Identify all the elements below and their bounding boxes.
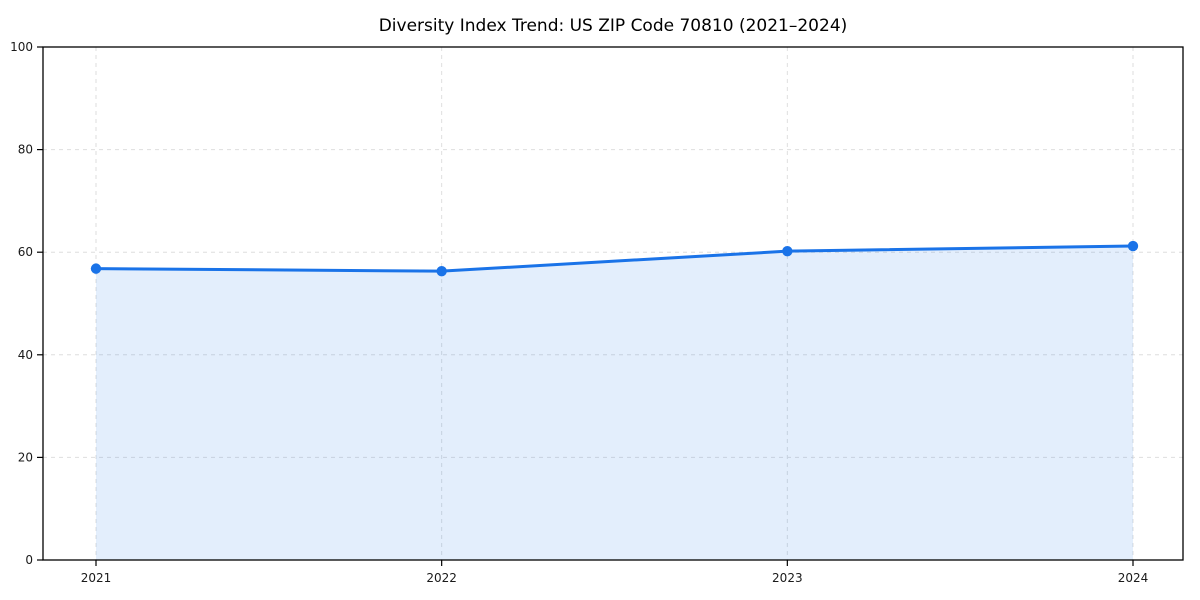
y-tick-label: 40	[18, 348, 33, 362]
data-point-marker	[782, 245, 793, 257]
data-point-markers	[90, 240, 1139, 277]
axis-ticks-and-labels: 0 20 40 60 80 100 2021 2022 2023 2024	[10, 40, 1148, 585]
y-tick-label: 20	[18, 450, 33, 464]
data-point-marker	[1127, 240, 1139, 252]
y-tick-label: 100	[10, 40, 33, 54]
data-point-marker	[90, 263, 102, 274]
x-tick-label: 2024	[1118, 571, 1149, 585]
plot-frame	[42, 46, 1184, 561]
data-point-marker	[436, 265, 447, 277]
series-area	[96, 246, 1133, 560]
series-line	[94, 244, 1135, 273]
x-tick-label: 2022	[426, 571, 457, 585]
y-tick-label: 0	[25, 553, 33, 567]
area-fill	[96, 246, 1133, 560]
y-tick-label: 80	[18, 143, 33, 157]
trend-line	[94, 244, 1135, 273]
x-tick-label: 2021	[81, 571, 112, 585]
x-tick-label: 2023	[772, 571, 803, 585]
y-tick-label: 60	[18, 245, 33, 259]
chart-title: Diversity Index Trend: US ZIP Code 70810…	[379, 16, 848, 36]
axes-frame	[42, 46, 1184, 561]
